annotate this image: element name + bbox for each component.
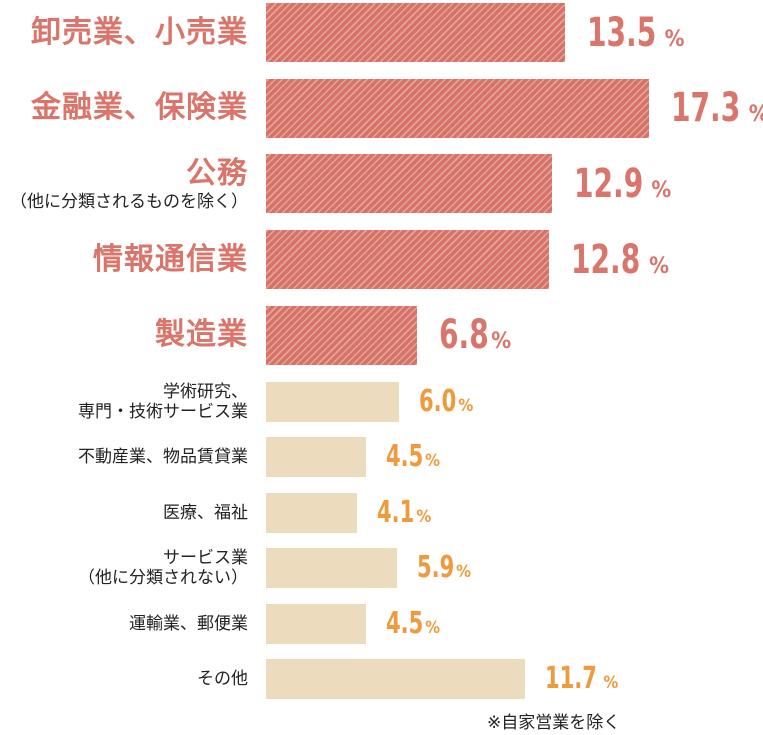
value-label: 4.5%	[385, 605, 441, 641]
value-unit: %	[664, 26, 685, 52]
value-unit: %	[456, 562, 472, 582]
bar	[266, 659, 526, 699]
value-number: 6.0	[418, 384, 457, 419]
category-label-subline: （他に分類されない）	[78, 568, 248, 589]
value-number: 12.8	[571, 236, 641, 283]
value-unit: %	[425, 451, 441, 471]
value-number: 4.1	[376, 494, 415, 530]
bar	[266, 154, 552, 214]
category-label-line: 学術研究、	[163, 381, 248, 402]
category-label-line: その他	[197, 669, 248, 689]
bar	[266, 78, 649, 138]
category-label: その他	[197, 669, 248, 689]
category-label-line: サービス業	[163, 547, 248, 568]
category-label: 医療、福祉	[163, 503, 248, 523]
value-unit: %	[491, 329, 512, 355]
bar	[266, 230, 550, 290]
value-label: 11.7%	[545, 664, 618, 694]
category-label-line: 医療、福祉	[163, 502, 248, 523]
value-number: 6.8	[438, 312, 489, 359]
category-label-subline: （他に分類されるものを除く）	[10, 191, 248, 212]
value-unit: %	[749, 102, 763, 127]
bar	[266, 305, 417, 365]
value-label: 12.8%	[571, 240, 669, 280]
category-label-line: 運輸業、郵便業	[129, 613, 248, 634]
value-number: 11.7	[545, 661, 597, 696]
value-label: 13.5%	[587, 13, 685, 53]
value-label: 5.9%	[417, 553, 471, 583]
category-label: 金融業、保険業	[31, 90, 248, 126]
value-unit: %	[416, 506, 432, 526]
category-label: 卸売業、小売業	[31, 15, 248, 51]
bar	[266, 492, 357, 533]
category-label-line: 卸売業、小売業	[31, 14, 248, 50]
value-label: 6.0%	[419, 387, 473, 417]
category-label: 情報通信業	[93, 242, 248, 278]
category-label-line: 情報通信業	[93, 241, 248, 277]
bar	[266, 603, 366, 644]
value-number: 17.3	[671, 85, 741, 132]
value-label: 6.8%	[439, 315, 512, 355]
value-number: 12.9	[573, 160, 643, 207]
value-number: 4.5	[385, 605, 423, 641]
category-label-subline: 専門・技術サービス業	[78, 401, 248, 422]
category-label: 運輸業、郵便業	[129, 614, 248, 634]
value-number: 5.9	[416, 550, 454, 586]
category-label: 製造業	[155, 317, 248, 353]
category-label: サービス業 （他に分類されない）	[78, 548, 248, 589]
value-label: 17.3%	[671, 88, 763, 128]
value-label: 4.5%	[386, 442, 440, 472]
category-label-line: 製造業	[155, 317, 248, 353]
category-label: 公務 （他に分類されるものを除く）	[10, 156, 248, 212]
value-label: 12.9%	[574, 164, 672, 204]
category-label-line: 公務	[186, 155, 248, 191]
category-label-line: 金融業、保険業	[31, 90, 248, 126]
bar	[266, 3, 565, 62]
value-unit: %	[649, 253, 670, 279]
footnote: ※自家営業を除く	[487, 713, 621, 733]
bar	[266, 437, 366, 478]
value-unit: %	[425, 617, 441, 637]
value-label: 4.1%	[376, 494, 432, 530]
category-label: 不動産業、物品賃貸業	[78, 447, 248, 467]
category-label-line: 不動産業、物品賃貸業	[78, 447, 248, 468]
value-unit: %	[458, 396, 474, 415]
bar	[266, 382, 399, 422]
value-unit: %	[651, 177, 672, 203]
value-unit: %	[603, 673, 619, 692]
category-label: 学術研究、 専門・技術サービス業	[78, 382, 248, 423]
bar	[266, 548, 397, 589]
value-number: 13.5	[586, 9, 657, 56]
value-number: 4.5	[385, 439, 423, 475]
